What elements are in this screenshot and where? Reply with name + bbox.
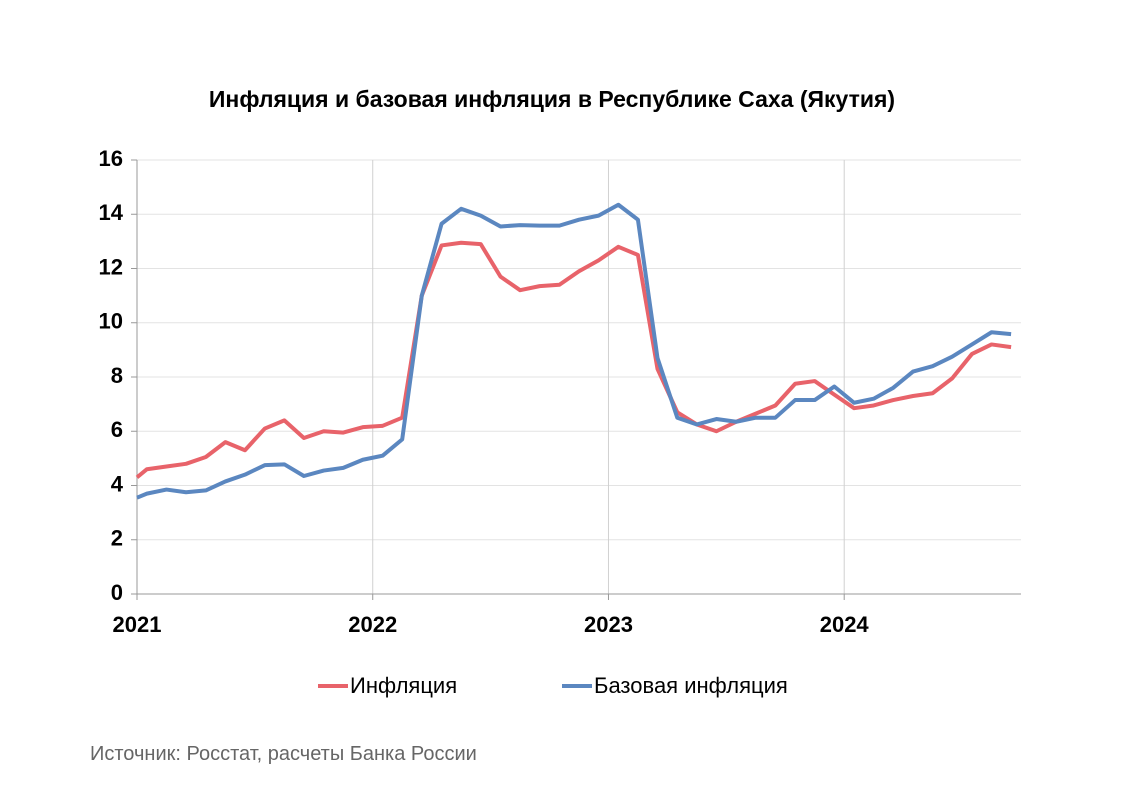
x-tick-label: 2022 — [348, 612, 397, 637]
x-tick-label: 2023 — [584, 612, 633, 637]
y-tick-label: 16 — [99, 146, 123, 171]
line — [136, 202, 1012, 500]
y-tick-label: 0 — [111, 580, 123, 605]
y-tick-label: 8 — [111, 363, 123, 388]
y-tick-label: 14 — [99, 200, 124, 225]
legend-label: Инфляция — [350, 673, 457, 698]
y-tick-label: 10 — [99, 309, 123, 334]
line — [135, 240, 1012, 479]
x-tick-label: 2024 — [820, 612, 870, 637]
source: Источник: Росстат, расчеты Банка России — [90, 743, 477, 765]
x-tick-label: 2021 — [113, 612, 162, 637]
y-tick-label: 12 — [99, 254, 123, 279]
y-tick-label: 4 — [111, 471, 124, 496]
y-tick-label: 6 — [111, 417, 123, 442]
chart-title: Инфляция и базовая инфляция в Республике… — [208, 86, 896, 112]
legend-label: Базовая инфляция — [594, 673, 788, 698]
y-tick-label: 2 — [111, 526, 123, 551]
